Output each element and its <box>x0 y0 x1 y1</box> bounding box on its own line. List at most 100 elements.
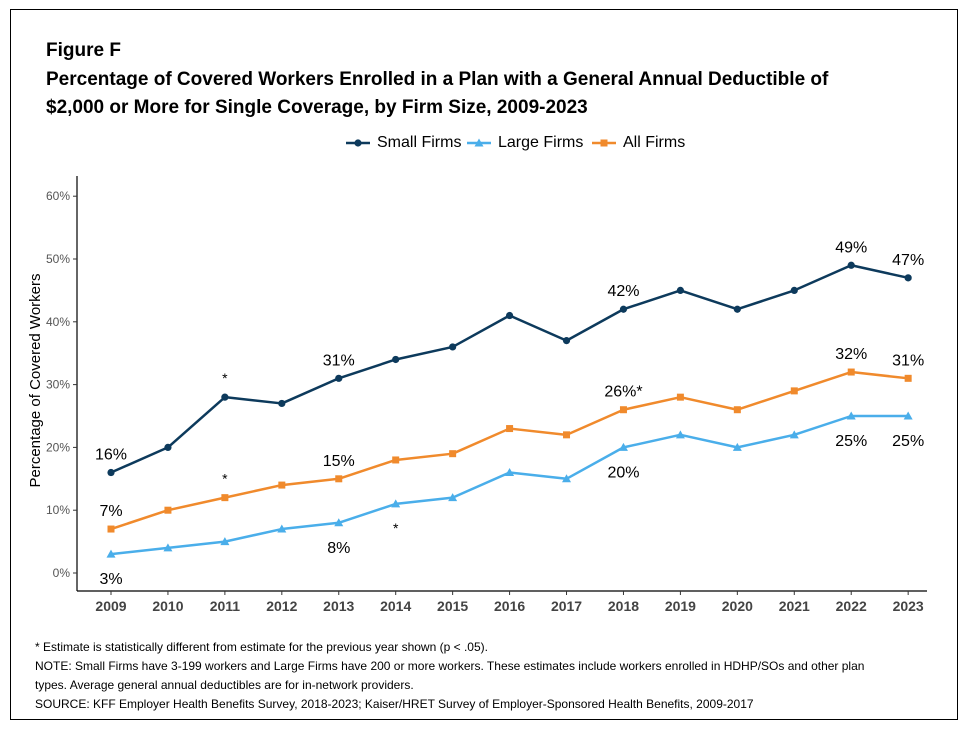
x-tick-label: 2018 <box>608 598 639 614</box>
data-label: * <box>222 471 228 487</box>
data-point-small-firms <box>164 443 172 451</box>
x-tick-label: 2020 <box>722 598 753 614</box>
data-point-all-firms <box>563 431 571 439</box>
data-label: 8% <box>327 540 350 557</box>
data-point-large-firms <box>846 411 856 420</box>
data-point-small-firms <box>790 286 798 294</box>
data-point-all-firms <box>335 475 343 483</box>
data-point-all-firms <box>676 393 684 401</box>
data-point-small-firms <box>505 311 514 320</box>
figure-frame <box>10 9 958 720</box>
data-point-large-firms <box>448 493 458 502</box>
legend-marker-large-firms <box>467 138 491 147</box>
data-point-large-firms <box>789 430 799 439</box>
data-point-all-firms <box>221 494 229 502</box>
series-line-large-firms <box>110 414 909 556</box>
data-point-small-firms <box>733 305 741 313</box>
data-point-large-firms <box>675 430 685 439</box>
data-label: 3% <box>99 571 122 588</box>
data-point-large-firms <box>903 411 913 420</box>
data-label: 32% <box>835 346 867 363</box>
data-point-small-firms <box>904 274 912 282</box>
data-point-small-firms <box>847 261 855 269</box>
data-label: 25% <box>835 433 867 450</box>
data-label: 42% <box>607 283 639 300</box>
figure-label: Figure F <box>46 40 121 61</box>
y-tick-label: 60% <box>46 189 70 203</box>
y-tick-label: 50% <box>46 252 70 266</box>
data-point-small-firms <box>107 468 115 477</box>
data-label: * <box>222 370 228 386</box>
y-tick-label: 30% <box>46 378 70 392</box>
data-label: 47% <box>892 252 924 269</box>
x-tick-label: 2021 <box>779 598 810 614</box>
footnote-note-line-2: types. Average general annual deductible… <box>35 678 414 692</box>
data-label: 26%* <box>604 384 642 401</box>
data-point-large-firms <box>220 537 230 546</box>
data-point-all-firms <box>790 387 798 395</box>
x-tick-label: 2022 <box>836 598 867 614</box>
series-line-all-firms <box>110 370 909 531</box>
data-point-large-firms <box>618 442 628 451</box>
data-label: 49% <box>835 239 867 256</box>
legend-item-small-firms: Small Firms <box>345 131 461 155</box>
legend-label-all-firms: All Firms <box>623 134 686 151</box>
data-point-large-firms <box>505 468 515 477</box>
data-label: * <box>393 520 399 536</box>
y-tick-label: 20% <box>46 440 70 454</box>
x-tick-label: 2019 <box>665 598 696 614</box>
data-point-small-firms <box>449 343 457 351</box>
legend-item-large-firms: Large Firms <box>466 131 583 155</box>
chart-title-line-1: Percentage of Covered Workers Enrolled i… <box>46 69 829 90</box>
data-point-large-firms <box>562 474 572 483</box>
data-point-small-firms <box>676 286 685 294</box>
data-point-large-firms <box>163 543 173 552</box>
data-point-all-firms <box>449 450 457 458</box>
data-point-large-firms <box>334 518 344 527</box>
data-point-large-firms <box>277 524 287 533</box>
y-tick-label: 10% <box>46 503 70 517</box>
data-point-all-firms <box>847 368 855 376</box>
data-point-all-firms <box>904 374 912 382</box>
data-point-all-firms <box>278 481 286 489</box>
x-tick-label: 2023 <box>893 598 924 614</box>
series-line-small-firms <box>110 264 909 474</box>
data-point-small-firms <box>562 337 571 345</box>
data-point-all-firms <box>392 456 400 464</box>
footnote-note-line-1: NOTE: Small Firms have 3-199 workers and… <box>35 659 865 673</box>
data-point-all-firms <box>733 406 741 414</box>
data-point-small-firms <box>392 355 400 364</box>
y-axis-label: Percentage of Covered Workers <box>27 274 44 488</box>
data-label: 7% <box>99 503 122 520</box>
x-tick-label: 2015 <box>437 598 468 614</box>
x-tick-label: 2013 <box>323 598 354 614</box>
data-point-small-firms <box>619 305 628 313</box>
legend-marker-small-firms <box>346 139 370 147</box>
x-tick-label: 2012 <box>266 598 297 614</box>
data-label: 31% <box>892 352 924 369</box>
y-tick-label: 40% <box>46 315 70 329</box>
data-label: 15% <box>323 453 355 470</box>
data-point-large-firms <box>106 549 116 558</box>
x-tick-label: 2010 <box>152 598 183 614</box>
chart-title-line-2: $2,000 or More for Single Coverage, by F… <box>46 97 588 118</box>
data-label: 25% <box>892 433 924 450</box>
data-point-all-firms <box>506 425 514 433</box>
data-point-small-firms <box>221 393 229 401</box>
x-tick-label: 2009 <box>95 598 126 614</box>
legend-item-all-firms: All Firms <box>591 131 685 155</box>
chart-legend: Small Firms Large Firms All Firms <box>0 131 972 155</box>
data-point-large-firms <box>391 499 401 508</box>
x-tick-label: 2016 <box>494 598 525 614</box>
data-point-small-firms <box>278 399 286 408</box>
data-label: 31% <box>323 352 355 369</box>
data-point-all-firms <box>164 506 172 514</box>
data-point-small-firms <box>335 374 343 382</box>
x-tick-label: 2017 <box>551 598 582 614</box>
footnote-significance: * Estimate is statistically different fr… <box>35 640 488 654</box>
data-label: 20% <box>607 464 639 481</box>
legend-marker-all-firms <box>592 139 616 147</box>
data-point-large-firms <box>732 442 742 451</box>
x-tick-label: 2014 <box>380 598 411 614</box>
data-point-all-firms <box>107 525 115 533</box>
